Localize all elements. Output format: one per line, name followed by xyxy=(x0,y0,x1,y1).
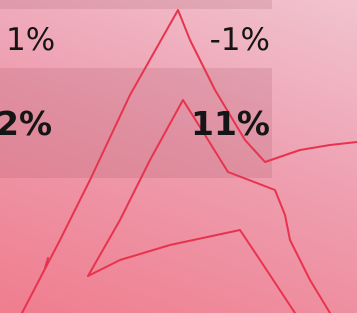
sketch-line xyxy=(22,10,357,313)
cell: -1% xyxy=(210,22,270,58)
sketch-line xyxy=(88,230,295,313)
cell: 2% xyxy=(0,104,52,143)
cell: 1% xyxy=(6,22,55,58)
cell: 11% xyxy=(191,104,270,143)
screen: 1% -1% 2% 11% xyxy=(0,0,357,313)
